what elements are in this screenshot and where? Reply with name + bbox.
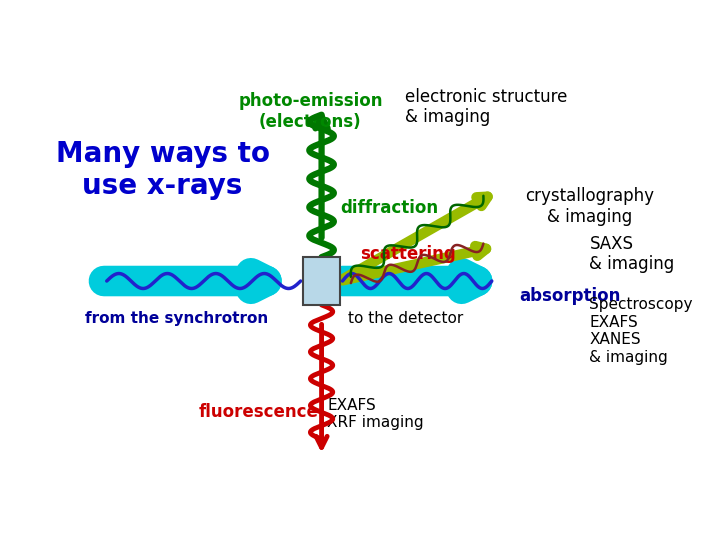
Text: photo-emission
(electrons): photo-emission (electrons) xyxy=(238,92,382,131)
Text: fluorescence: fluorescence xyxy=(199,403,319,421)
Text: Many ways to
use x-rays: Many ways to use x-rays xyxy=(55,140,269,200)
Text: electronic structure
& imaging: electronic structure & imaging xyxy=(405,87,567,126)
Text: scattering: scattering xyxy=(360,245,456,263)
Text: absorption: absorption xyxy=(520,287,621,305)
Text: Spectroscopy
EXAFS
XANES
& imaging: Spectroscopy EXAFS XANES & imaging xyxy=(590,298,693,364)
Text: to the detector: to the detector xyxy=(348,311,463,326)
Bar xyxy=(303,257,340,305)
Text: diffraction: diffraction xyxy=(341,199,438,217)
Text: crystallography
& imaging: crystallography & imaging xyxy=(525,187,654,226)
Text: from the synchrotron: from the synchrotron xyxy=(85,311,268,326)
Text: SAXS
& imaging: SAXS & imaging xyxy=(590,234,675,273)
Text: EXAFS
XRF imaging: EXAFS XRF imaging xyxy=(327,398,424,430)
